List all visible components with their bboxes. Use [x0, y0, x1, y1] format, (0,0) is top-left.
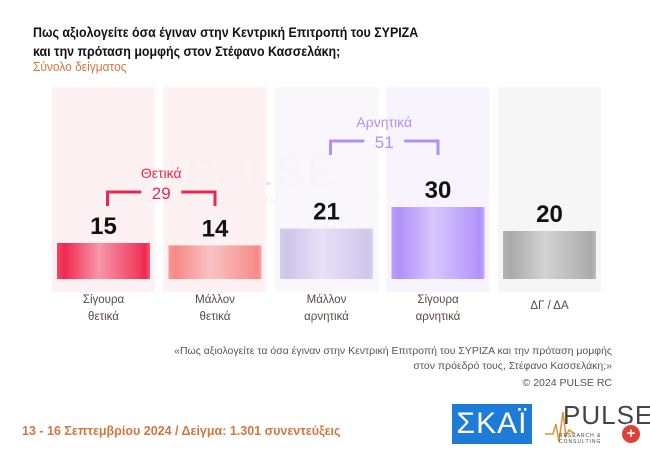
- zoom-in-icon[interactable]: +: [620, 423, 642, 445]
- category-label: θετικά: [88, 311, 119, 323]
- bar-0: [57, 243, 150, 279]
- category-label: αρνητικά: [416, 311, 461, 323]
- question-quote: «Πως αξιολογείτε τα όσα έγιναν στην Κεντ…: [112, 344, 612, 374]
- bar-1: [168, 245, 262, 279]
- category-label: Μάλλον: [195, 294, 235, 306]
- category-label: ΔΓ / ΔΑ: [530, 300, 569, 312]
- skai-logo: ΣΚΑΪ: [452, 404, 532, 444]
- bar-4: [503, 231, 596, 279]
- group-bracket: [106, 190, 217, 206]
- bar-3: [391, 207, 485, 279]
- chart-subtitle: Σύνολο δείγματος: [33, 59, 127, 74]
- bar-2: [280, 228, 373, 279]
- copyright: © 2024 PULSE RC: [522, 377, 612, 389]
- date-sample-info: 13 - 16 Σεπτεμβρίου 2024 / Δείγμα: 1.301…: [22, 424, 341, 438]
- group-total: 29: [152, 184, 171, 203]
- category-label: θετικά: [200, 311, 231, 323]
- bar-value-label: 21: [313, 199, 340, 226]
- chart-title: Πως αξιολογείτε όσα έγιναν στην Κεντρική…: [33, 23, 418, 61]
- bar-value-label: 14: [202, 215, 229, 242]
- category-label: Σίγουρα: [417, 294, 459, 306]
- title-line-2: και την πρόταση μομφής στον Στέφανο Κασσ…: [33, 44, 341, 59]
- group-label: Αρνητικά: [356, 114, 412, 130]
- category-label: Σίγουρα: [83, 294, 125, 306]
- group-total: 51: [375, 133, 394, 152]
- quote-line-1: «Πως αξιολογείτε τα όσα έγιναν στην Κεντ…: [174, 345, 612, 357]
- group-bracket: [329, 139, 440, 155]
- category-label: Μάλλον: [307, 294, 347, 306]
- title-line-1: Πως αξιολογείτε όσα έγιναν στην Κεντρική…: [33, 25, 419, 40]
- bar-value-label: 30: [425, 177, 452, 204]
- group-label: Θετικά: [141, 165, 182, 181]
- bar-value-label: 15: [90, 213, 117, 240]
- quote-line-2: στον πρόεδρό τους, Στέφανο Κασσελάκη;»: [413, 360, 612, 372]
- category-label: αρνητικά: [304, 311, 349, 323]
- bar-value-label: 20: [536, 201, 563, 228]
- pulse-heartbeat-icon: [545, 411, 575, 443]
